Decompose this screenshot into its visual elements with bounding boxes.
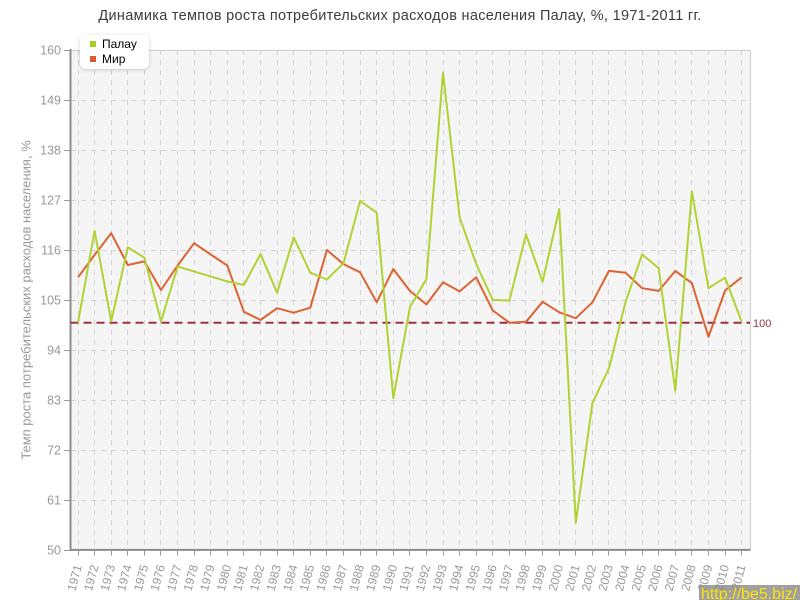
svg-text:2007: 2007 bbox=[662, 563, 683, 593]
svg-text:1993: 1993 bbox=[429, 563, 450, 593]
svg-text:1974: 1974 bbox=[114, 563, 135, 593]
svg-text:1988: 1988 bbox=[347, 563, 368, 593]
svg-text:1992: 1992 bbox=[413, 563, 434, 593]
svg-text:2006: 2006 bbox=[645, 563, 666, 593]
svg-text:2003: 2003 bbox=[595, 563, 616, 593]
svg-text:1973: 1973 bbox=[98, 563, 119, 593]
svg-text:72: 72 bbox=[47, 444, 61, 458]
svg-text:1984: 1984 bbox=[280, 563, 301, 593]
svg-text:116: 116 bbox=[41, 244, 61, 258]
svg-text:1978: 1978 bbox=[181, 563, 202, 593]
svg-text:1983: 1983 bbox=[264, 563, 285, 593]
svg-text:149: 149 bbox=[40, 94, 61, 108]
svg-text:1990: 1990 bbox=[380, 563, 401, 593]
svg-text:1979: 1979 bbox=[197, 563, 218, 593]
svg-text:138: 138 bbox=[40, 144, 61, 158]
svg-text:83: 83 bbox=[47, 394, 61, 408]
svg-text:1995: 1995 bbox=[463, 563, 484, 593]
svg-text:1971: 1971 bbox=[64, 563, 85, 593]
svg-text:2008: 2008 bbox=[678, 563, 699, 593]
svg-text:1999: 1999 bbox=[529, 563, 550, 593]
svg-text:Темп роста потребительских рас: Темп роста потребительских расходов насе… bbox=[19, 140, 34, 460]
svg-text:1980: 1980 bbox=[214, 563, 235, 593]
svg-text:2001: 2001 bbox=[562, 563, 583, 593]
svg-text:105: 105 bbox=[40, 294, 61, 308]
svg-text:1982: 1982 bbox=[247, 563, 268, 593]
svg-text:2005: 2005 bbox=[629, 563, 650, 593]
svg-text:94: 94 bbox=[47, 344, 61, 358]
svg-text:1976: 1976 bbox=[147, 563, 168, 593]
svg-text:1989: 1989 bbox=[363, 563, 384, 593]
svg-text:2002: 2002 bbox=[579, 563, 600, 593]
svg-text:1997: 1997 bbox=[496, 563, 517, 593]
svg-text:2011: 2011 bbox=[728, 563, 748, 592]
svg-text:1977: 1977 bbox=[164, 563, 185, 593]
svg-text:1996: 1996 bbox=[479, 563, 500, 593]
svg-text:1986: 1986 bbox=[313, 563, 334, 593]
svg-text:61: 61 bbox=[47, 494, 61, 508]
svg-text:1985: 1985 bbox=[297, 563, 318, 593]
svg-text:1998: 1998 bbox=[512, 563, 533, 593]
svg-text:1972: 1972 bbox=[81, 563, 102, 593]
svg-text:100: 100 bbox=[753, 318, 771, 330]
svg-text:127: 127 bbox=[40, 194, 61, 208]
svg-text:1975: 1975 bbox=[131, 563, 152, 593]
svg-text:1981: 1981 bbox=[230, 563, 251, 593]
svg-text:2004: 2004 bbox=[612, 563, 633, 593]
svg-text:1987: 1987 bbox=[330, 563, 351, 593]
svg-text:160: 160 bbox=[40, 44, 61, 58]
svg-text:2000: 2000 bbox=[546, 563, 567, 593]
svg-text:1991: 1991 bbox=[396, 563, 417, 593]
svg-text:1994: 1994 bbox=[446, 563, 467, 593]
svg-text:50: 50 bbox=[47, 544, 61, 558]
